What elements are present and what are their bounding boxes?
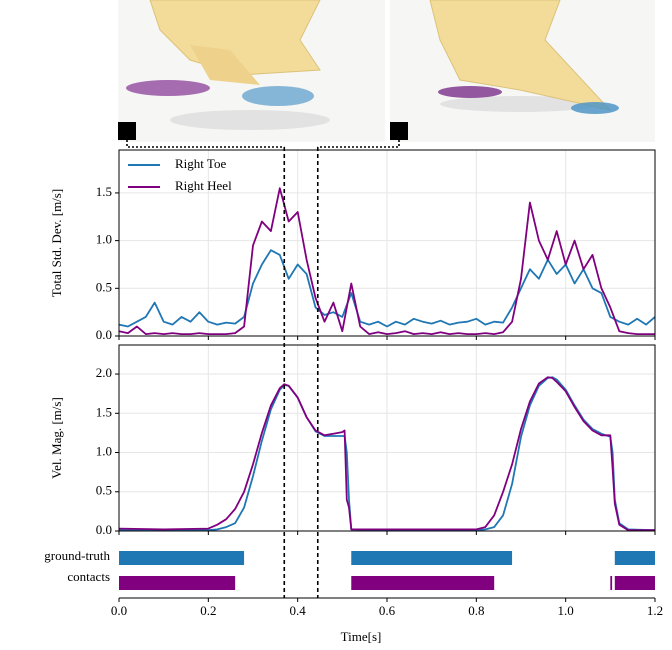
plot-frame [118, 149, 656, 337]
contact-bar [119, 576, 236, 590]
plot-frame [118, 344, 656, 532]
y-tick-label: 1.0 [96, 444, 112, 459]
row-label: ground-truth [44, 548, 110, 563]
x-tick-label: 1.0 [558, 603, 574, 618]
legend-label: Right Heel [175, 178, 232, 193]
y-tick-label: 2.0 [96, 365, 112, 380]
x-tick-label: 1.2 [647, 603, 663, 618]
contact-bar [614, 551, 655, 565]
x-tick-label: 0.8 [468, 603, 484, 618]
legend-label: Right Toe [175, 156, 226, 171]
y-axis-label: Vel. Mag. [m/s] [49, 397, 64, 479]
y-tick-label: 0.5 [96, 279, 112, 294]
x-axis-label: Time[s] [341, 629, 382, 644]
contact-bar [614, 576, 655, 590]
zoom-connector [317, 140, 400, 148]
render-images [118, 0, 655, 142]
data-line [118, 187, 655, 335]
contact-bar [351, 551, 513, 565]
y-axis-label: Total Std. Dev. [m/s] [49, 189, 64, 297]
contact-bar [351, 576, 495, 590]
y-tick-label: 1.5 [96, 184, 112, 199]
row-label: contacts [67, 569, 110, 584]
x-tick-label: 0.0 [111, 603, 127, 618]
y-tick-label: 1.0 [96, 232, 112, 247]
x-tick-label: 0.6 [379, 603, 396, 618]
y-tick-label: 0.0 [96, 327, 112, 342]
x-tick-label: 0.4 [290, 603, 307, 618]
y-tick-label: 1.5 [96, 404, 112, 419]
contact-bar [610, 576, 613, 590]
data-line [118, 376, 655, 532]
y-tick-label: 0.5 [96, 483, 112, 498]
x-tick-label: 0.2 [200, 603, 216, 618]
contact-bar [119, 551, 245, 565]
y-tick-label: 0.0 [96, 522, 112, 537]
